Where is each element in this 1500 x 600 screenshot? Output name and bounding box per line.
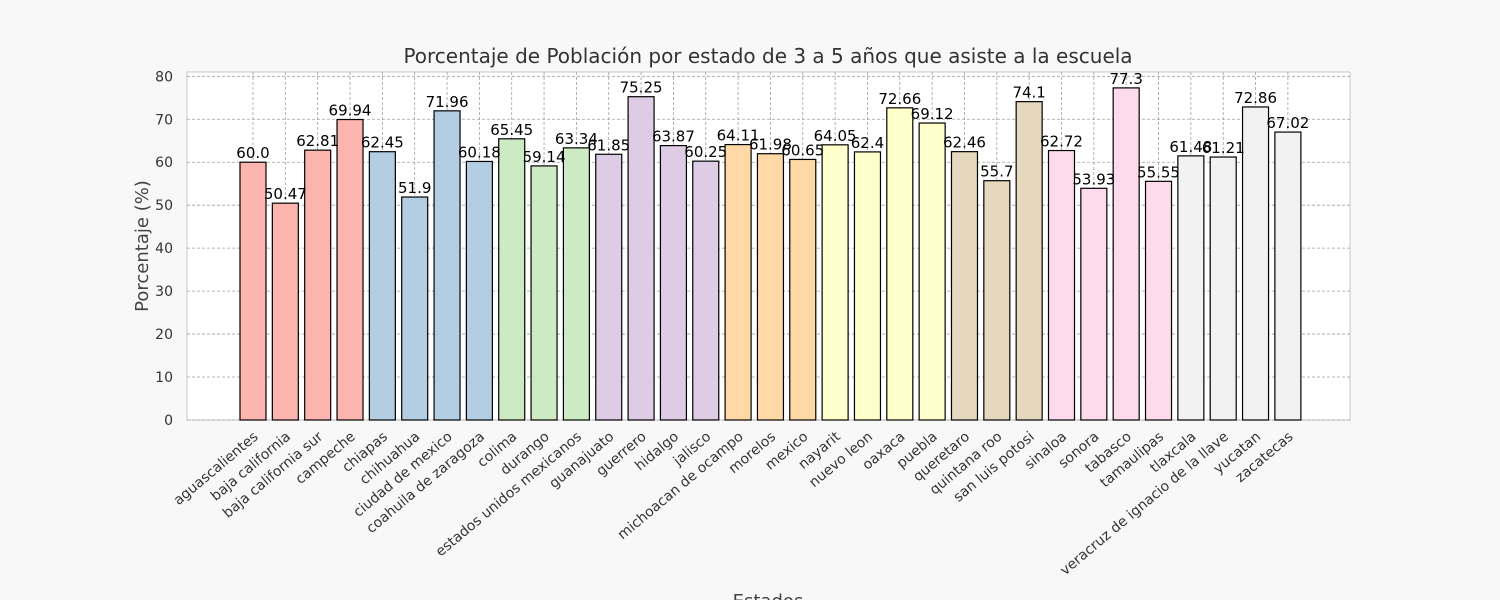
data-label: 50.47 — [264, 185, 307, 203]
data-label: 61.48 — [1169, 138, 1212, 156]
y-axis-ticks: 0 10 20 30 40 50 60 70 80 — [155, 69, 173, 429]
data-labels: 60.0 50.47 62.81 69.94 62.45 51.9 71.96 60.18 65… — [236, 70, 1309, 203]
bar-mexico — [789, 158, 817, 421]
bar-hidalgo — [659, 144, 688, 421]
bar-ciudad-de-mexico — [433, 110, 461, 421]
data-label: 63.34 — [555, 130, 598, 148]
bar-guanajuato — [595, 153, 623, 421]
y-tick-label: 50 — [155, 198, 173, 214]
bar-colima — [498, 138, 526, 421]
data-label: 69.94 — [329, 102, 372, 120]
bar-yucatan — [1241, 106, 1270, 421]
bar-michoacan-de-ocampo — [724, 143, 752, 421]
bar-sinaloa — [1047, 149, 1076, 421]
bar-campeche — [336, 118, 364, 421]
y-tick-label: 40 — [155, 241, 173, 257]
data-label: 61.21 — [1202, 139, 1245, 157]
bar-guerrero — [627, 96, 655, 421]
bar-durango — [530, 165, 558, 421]
data-label: 64.11 — [717, 127, 760, 145]
data-label: 62.4 — [851, 134, 884, 152]
y-tick-label: 30 — [155, 284, 173, 300]
y-tick-label: 80 — [155, 69, 173, 85]
data-label: 59.14 — [523, 148, 566, 166]
bar-zacatecas — [1274, 131, 1302, 421]
data-label: 71.96 — [426, 93, 469, 111]
data-label: 62.46 — [943, 134, 986, 152]
bar-veracruz-de-ignacio-de-la-llave — [1209, 156, 1237, 421]
data-label: 60.65 — [781, 141, 824, 159]
bar-sonora — [1080, 187, 1108, 421]
data-label: 77.3 — [1109, 70, 1142, 88]
bar-morelos — [756, 153, 785, 421]
data-label: 67.02 — [1266, 114, 1309, 132]
bar-puebla — [918, 122, 946, 421]
bar-jalisco — [692, 160, 720, 421]
bar-san-luis-potosi — [1015, 101, 1043, 421]
chart-title: Porcentaje de Población por estado de 3 … — [403, 44, 1132, 68]
data-label: 61.98 — [749, 136, 792, 154]
bar-tabasco — [1112, 87, 1140, 421]
bar-nuevo-leon — [853, 151, 882, 421]
y-tick-label: 70 — [155, 112, 173, 128]
data-label: 60.25 — [684, 143, 727, 161]
data-label: 55.55 — [1137, 163, 1180, 181]
data-label: 62.45 — [361, 134, 404, 152]
data-label: 62.81 — [296, 132, 339, 150]
y-tick-label: 0 — [164, 413, 173, 429]
data-label: 53.93 — [1072, 170, 1115, 188]
data-label: 63.87 — [652, 128, 695, 146]
bar-oaxaca — [886, 107, 914, 421]
bar-estados-unidos-mexicanos — [562, 147, 591, 421]
bar-baja-california — [271, 202, 299, 421]
bar-baja-california-sur — [304, 149, 332, 421]
data-label: 62.72 — [1040, 133, 1083, 151]
data-label: 61.85 — [587, 136, 630, 154]
bar-quintana-roo — [983, 180, 1011, 421]
y-tick-label: 60 — [155, 155, 173, 171]
bar-nayarit — [821, 144, 849, 421]
bar-coahuila-de-zaragoza — [465, 160, 493, 421]
data-label: 60.18 — [458, 143, 501, 161]
bar-chihuahua — [401, 196, 429, 421]
bar-queretaro — [950, 151, 979, 421]
data-label: 69.12 — [911, 105, 954, 123]
data-label: 60.0 — [236, 144, 269, 162]
bar-chiapas — [368, 151, 396, 421]
data-label: 64.05 — [814, 127, 857, 145]
data-label: 74.1 — [1012, 84, 1045, 102]
bar-tlaxcala — [1177, 155, 1205, 421]
bar-aguascalientes — [239, 161, 267, 421]
y-axis-label: Porcentaje (%) — [132, 180, 153, 312]
data-label: 51.9 — [398, 179, 431, 197]
data-label: 72.86 — [1234, 89, 1277, 107]
data-label: 55.7 — [980, 163, 1013, 181]
y-tick-label: 10 — [155, 370, 173, 386]
data-label: 65.45 — [490, 121, 533, 139]
data-label: 75.25 — [620, 79, 663, 97]
x-axis-label: Estados — [733, 591, 804, 600]
bar-tamaulipas — [1144, 180, 1173, 421]
data-label: 72.66 — [878, 90, 921, 108]
y-tick-label: 20 — [155, 327, 173, 343]
bars — [239, 87, 1302, 421]
